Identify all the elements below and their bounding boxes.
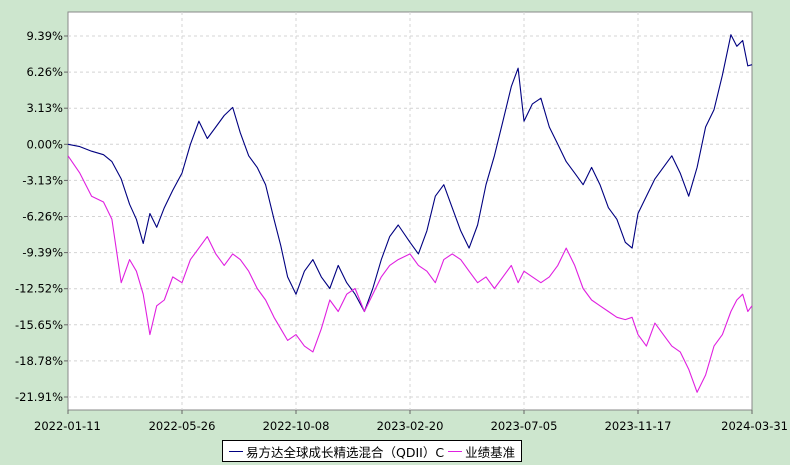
series-lines [67,34,753,393]
legend-swatch-benchmark [448,450,463,452]
y-axis-ticks: 9.39% 6.26% 3.13% 0.00% -3.13% -6.26% -9.39% -1… [15,29,68,404]
x-tick-label: 2022-10-08 [263,419,330,433]
x-tick-label: 2023-07-05 [491,419,558,433]
legend-label-benchmark: 业绩基准 [465,444,516,460]
series-line-benchmark [67,155,753,393]
y-tick-label: 6.26% [26,65,63,79]
x-tick-label: 2023-02-20 [377,419,444,433]
y-tick-label: 9.39% [26,29,63,43]
y-tick-label: -9.39% [22,246,63,260]
x-tick-label: 2023-11-17 [605,419,672,433]
y-tick-label: -12.52% [15,282,63,296]
series-line-fund [67,34,753,313]
y-tick-label: 0.00% [26,137,63,151]
x-tick-label: 2022-01-11 [34,419,101,433]
y-tick-label: -3.13% [22,173,63,187]
y-tick-label: -18.78% [15,354,63,368]
legend-item-benchmark: 业绩基准 [448,442,515,461]
y-tick-label: -6.26% [22,210,63,224]
y-tick-label: -21.91% [15,390,63,404]
x-axis-ticks: 2022-01-11 2022-05-26 2022-10-08 2023-02-20… [34,410,788,433]
legend-label-fund: 易方达全球成长精选混合（QDII）C [246,444,445,460]
legend: 易方达全球成长精选混合（QDII）C 业绩基准 [222,440,523,462]
y-tick-label: 3.13% [26,101,63,115]
legend-item-fund: 易方达全球成长精选混合（QDII）C [229,442,444,461]
legend-swatch-fund [229,450,243,452]
x-tick-label: 2022-05-26 [149,419,216,433]
y-tick-label: -15.65% [15,318,63,332]
x-tick-label: 2024-03-31 [721,419,788,433]
